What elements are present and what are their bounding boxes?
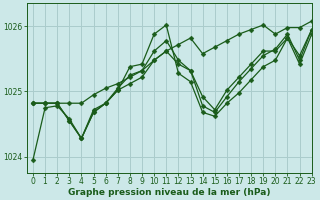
X-axis label: Graphe pression niveau de la mer (hPa): Graphe pression niveau de la mer (hPa) (68, 188, 270, 197)
